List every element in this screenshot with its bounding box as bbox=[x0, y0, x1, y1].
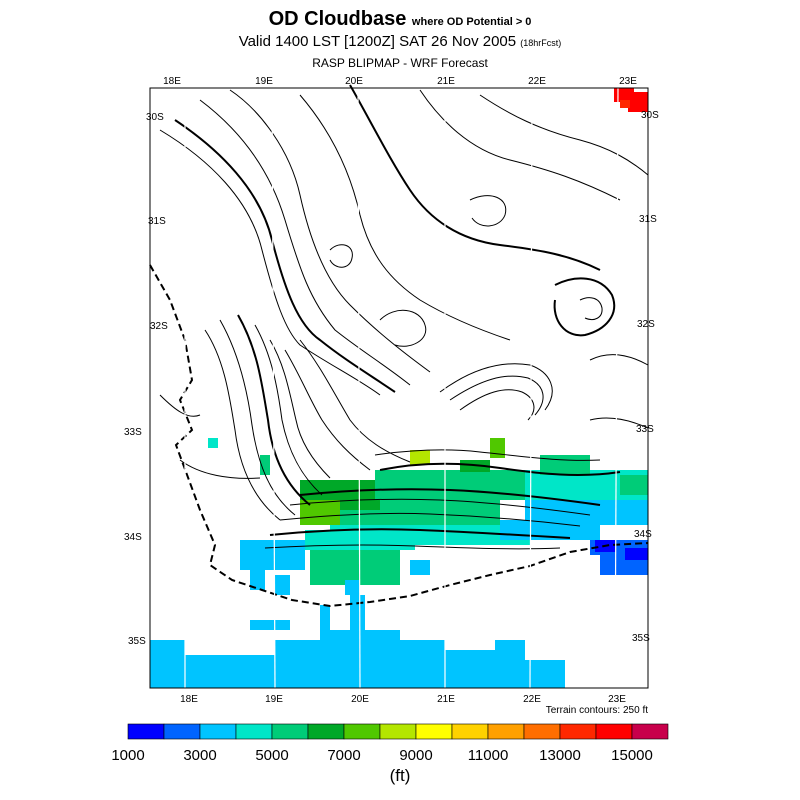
lon-label: 22E bbox=[528, 76, 546, 87]
cloudbase-cell bbox=[310, 550, 400, 585]
cloudbase-cell bbox=[375, 470, 525, 500]
terrain-contour-note: Terrain contours: 250 ft bbox=[545, 705, 648, 716]
colorbar-tick-label: 13000 bbox=[539, 747, 581, 764]
lon-label: 19E bbox=[255, 76, 273, 87]
colorbar-swatch bbox=[559, 723, 597, 740]
colorbar-swatch bbox=[523, 723, 561, 740]
valid-time-line: Valid 1400 LST [1200Z] SAT 26 Nov 2005 (… bbox=[0, 33, 800, 50]
lon-label: 20E bbox=[351, 694, 369, 705]
terrain-contours bbox=[159, 84, 649, 550]
cloudbase-cell bbox=[185, 655, 275, 688]
lon-labels-bottom: 18E 19E 20E 21E 22E 23E bbox=[180, 694, 626, 705]
lat-labels-right: 30S 31S 32S 33S 34S 35S bbox=[632, 110, 659, 644]
cloudbase-cell bbox=[445, 650, 495, 688]
lon-label: 22E bbox=[523, 694, 541, 705]
colorbar-swatch bbox=[595, 723, 633, 740]
cloudbase-cell bbox=[208, 438, 218, 448]
cloudbase-cell bbox=[240, 540, 305, 570]
colorbar-swatch bbox=[415, 723, 453, 740]
cloudbase-cell bbox=[620, 100, 630, 108]
cloudbase-cell bbox=[495, 640, 525, 688]
colorbar-tick-label: 15000 bbox=[611, 747, 653, 764]
lon-label: 18E bbox=[163, 76, 181, 87]
cloudbase-cell bbox=[260, 455, 270, 475]
lon-label: 21E bbox=[437, 76, 455, 87]
lat-label: 30S bbox=[146, 112, 164, 123]
lat-label: 32S bbox=[150, 321, 168, 332]
valid-time-text: Valid 1400 LST [1200Z] SAT 26 Nov 2005 bbox=[238, 33, 517, 50]
colorbar-swatch bbox=[343, 723, 381, 740]
colorbar-unit: (ft) bbox=[389, 766, 411, 785]
colorbar-tick-label: 11000 bbox=[468, 747, 509, 764]
colorbar-swatch bbox=[379, 723, 417, 740]
colorbar-tick-label: 5000 bbox=[255, 747, 288, 764]
cloudbase-cell bbox=[625, 548, 648, 560]
lon-label: 23E bbox=[608, 694, 626, 705]
colorbar-tick-label: 1000 bbox=[111, 747, 144, 764]
colorbar-swatch bbox=[451, 723, 489, 740]
cloudbase-cell bbox=[410, 560, 430, 575]
cloudbase-cell bbox=[150, 650, 160, 688]
lat-label: 33S bbox=[124, 427, 142, 438]
model-line: RASP BLIPMAP - WRF Forecast bbox=[312, 56, 488, 70]
lat-label: 34S bbox=[634, 529, 652, 540]
lat-label: 34S bbox=[124, 532, 142, 543]
lat-labels-left: 30S 31S 32S 33S 34S 35S bbox=[124, 112, 168, 647]
lon-label: 20E bbox=[345, 76, 363, 87]
colorbar-swatch bbox=[631, 723, 669, 740]
chart-title: OD Cloudbase where OD Potential > 0 bbox=[0, 8, 800, 31]
map-frame bbox=[149, 87, 649, 689]
title-main: OD Cloudbase bbox=[268, 8, 407, 30]
lon-label: 19E bbox=[265, 694, 283, 705]
coastline bbox=[149, 264, 649, 608]
colorbar-swatches bbox=[127, 723, 669, 740]
cloudbase-cell bbox=[300, 500, 340, 525]
cloudbase-cell bbox=[628, 92, 648, 112]
colorbar-swatch bbox=[127, 723, 165, 740]
lon-label: 18E bbox=[180, 694, 198, 705]
colorbar-swatch bbox=[199, 723, 237, 740]
lat-label: 32S bbox=[637, 319, 655, 330]
cloudbase-cell bbox=[275, 640, 320, 688]
colorbar-swatch bbox=[235, 723, 273, 740]
lat-label: 35S bbox=[128, 636, 146, 647]
lat-label: 31S bbox=[639, 214, 657, 225]
cloudbase-cell bbox=[250, 620, 290, 630]
colorbar-swatch bbox=[271, 723, 309, 740]
cloudbase-cell bbox=[275, 575, 290, 595]
colorbar-swatch bbox=[163, 723, 201, 740]
lat-label: 33S bbox=[636, 424, 654, 435]
lat-label: 35S bbox=[632, 633, 650, 644]
lat-label: 30S bbox=[641, 110, 659, 121]
graticule bbox=[184, 87, 619, 689]
cloudbase-cell bbox=[410, 450, 430, 465]
lat-label: 31S bbox=[148, 216, 166, 227]
cloudbase-cell bbox=[345, 580, 360, 595]
title-note: where OD Potential > 0 bbox=[411, 16, 532, 28]
forecast-hour-note: (18hrFcst) bbox=[520, 38, 562, 48]
cloudbase-cell bbox=[400, 640, 445, 688]
colorbar-labels: 1000 3000 5000 7000 9000 11000 13000 150… bbox=[111, 747, 653, 764]
colorbar-tick-label: 9000 bbox=[399, 747, 432, 764]
colorbar-swatch bbox=[307, 723, 345, 740]
cloudbase-cell bbox=[320, 605, 330, 635]
lon-labels-top: 18E 19E 20E 21E 22E 23E bbox=[163, 76, 637, 87]
cloudbase-cell bbox=[250, 570, 265, 590]
colorbar-tick-label: 3000 bbox=[183, 747, 216, 764]
lon-label: 23E bbox=[619, 76, 637, 87]
colorbar-swatch bbox=[487, 723, 525, 740]
cloudbase-cell bbox=[525, 660, 565, 688]
lon-label: 21E bbox=[437, 694, 455, 705]
cloudbase-cell bbox=[620, 475, 648, 495]
colorbar-tick-label: 7000 bbox=[327, 747, 360, 764]
